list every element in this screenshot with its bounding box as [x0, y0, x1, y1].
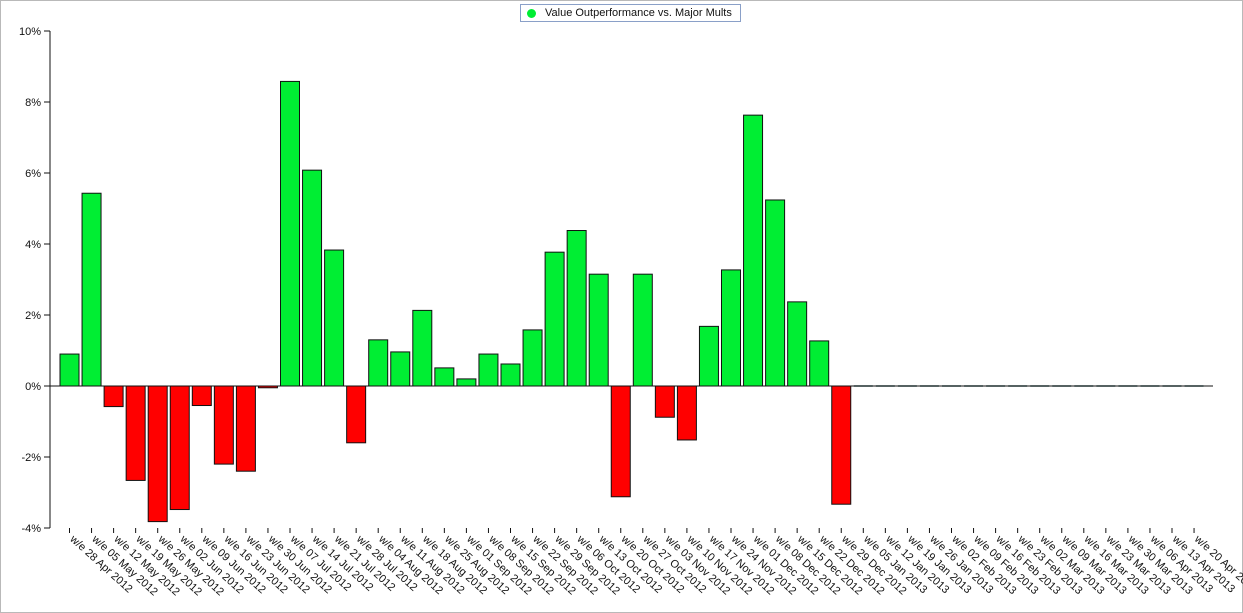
bar	[478, 353, 499, 387]
bar	[632, 273, 653, 387]
bar	[588, 273, 609, 387]
y-tick-label: 2%	[25, 310, 41, 322]
bar	[522, 329, 543, 387]
bar	[698, 325, 719, 387]
bar	[147, 385, 168, 523]
bar	[302, 169, 323, 387]
bar	[610, 385, 631, 498]
bar	[235, 385, 256, 472]
legend-marker-icon	[527, 8, 536, 18]
bar	[831, 385, 852, 505]
bar	[765, 199, 786, 387]
y-tick-label: 6%	[25, 168, 41, 180]
bar	[721, 269, 741, 387]
y-tick-label: 10%	[19, 26, 41, 38]
bar	[412, 309, 433, 387]
bar	[390, 351, 411, 387]
bar	[654, 385, 675, 418]
y-tick-label: 0%	[25, 381, 41, 393]
chart-legend: Value Outperformance vs. Major Mults	[520, 4, 741, 22]
bar	[280, 80, 300, 387]
bar	[213, 385, 234, 465]
bar	[456, 378, 477, 387]
bar	[324, 249, 345, 387]
bar	[743, 114, 764, 387]
bar	[676, 385, 697, 441]
bar	[59, 353, 80, 387]
bar	[434, 367, 455, 387]
bar	[346, 385, 367, 444]
bar	[368, 339, 389, 387]
y-tick-label: -2%	[21, 452, 41, 464]
bar	[125, 385, 146, 481]
y-tick-label: 8%	[25, 97, 41, 109]
y-tick-label: 4%	[25, 239, 41, 251]
bar	[103, 385, 124, 408]
bar	[787, 301, 808, 387]
bar	[81, 192, 102, 387]
legend-label: Value Outperformance vs. Major Mults	[545, 7, 732, 19]
bar	[191, 385, 212, 407]
y-tick-label: -4%	[21, 523, 41, 535]
bar	[500, 363, 521, 387]
bar	[169, 385, 190, 511]
bar	[566, 230, 587, 387]
bar	[544, 251, 565, 387]
bar	[809, 340, 830, 387]
